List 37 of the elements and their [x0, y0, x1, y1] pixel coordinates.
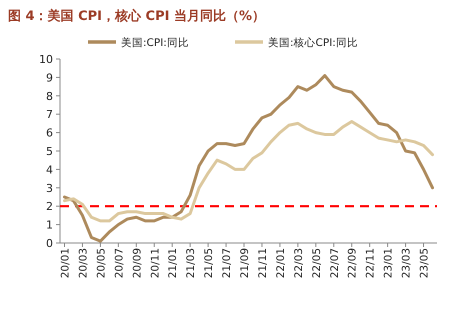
y-tick-label: 4 [46, 163, 53, 176]
y-tick-label: 0 [46, 237, 53, 250]
x-tick-label: 20/03 [77, 248, 90, 278]
x-tick-label: 22/07 [328, 248, 341, 278]
x-tick-label: 21/09 [239, 248, 252, 278]
y-tick-label: 7 [46, 108, 53, 122]
x-tick-label: 22/11 [364, 248, 377, 278]
x-tick-label: 21/07 [221, 248, 234, 278]
x-tick-label: 21/03 [185, 248, 198, 278]
y-tick-label: 6 [46, 126, 53, 140]
x-tick-label: 23/03 [400, 248, 413, 278]
x-tick-label: 20/05 [95, 248, 108, 278]
x-tick-label: 22/03 [292, 248, 305, 278]
x-tick-label: 20/09 [131, 248, 144, 278]
x-tick-label: 22/09 [346, 248, 359, 278]
y-tick-label: 3 [46, 182, 53, 195]
y-tick-label: 10 [39, 53, 53, 66]
x-tick-label: 23/01 [382, 248, 395, 278]
line-series [62, 120, 434, 222]
x-tick-label: 22/05 [310, 248, 323, 278]
x-tick-label: 21/11 [256, 248, 269, 278]
y-tick-label: 9 [46, 71, 53, 84]
chart-title: 图 4：美国 CPI，核心 CPI 当月同比（%） [8, 8, 265, 24]
line-series [62, 74, 434, 243]
legend-label: 美国:CPI:同比 [121, 36, 189, 49]
x-tick-label: 21/01 [167, 248, 180, 278]
y-tick-label: 5 [46, 145, 53, 158]
y-tick-label: 2 [46, 200, 53, 214]
x-tick-label: 20/07 [113, 248, 126, 278]
y-tick-label: 1 [46, 218, 53, 232]
x-tick-label: 21/05 [203, 248, 216, 278]
y-tick-label: 8 [46, 90, 53, 103]
x-tick-label: 22/01 [274, 248, 287, 278]
legend-label: 美国:核心CPI:同比 [268, 36, 358, 49]
x-tick-label: 20/01 [59, 248, 72, 278]
x-tick-label: 23/05 [418, 248, 431, 278]
x-tick-label: 20/11 [149, 248, 162, 278]
